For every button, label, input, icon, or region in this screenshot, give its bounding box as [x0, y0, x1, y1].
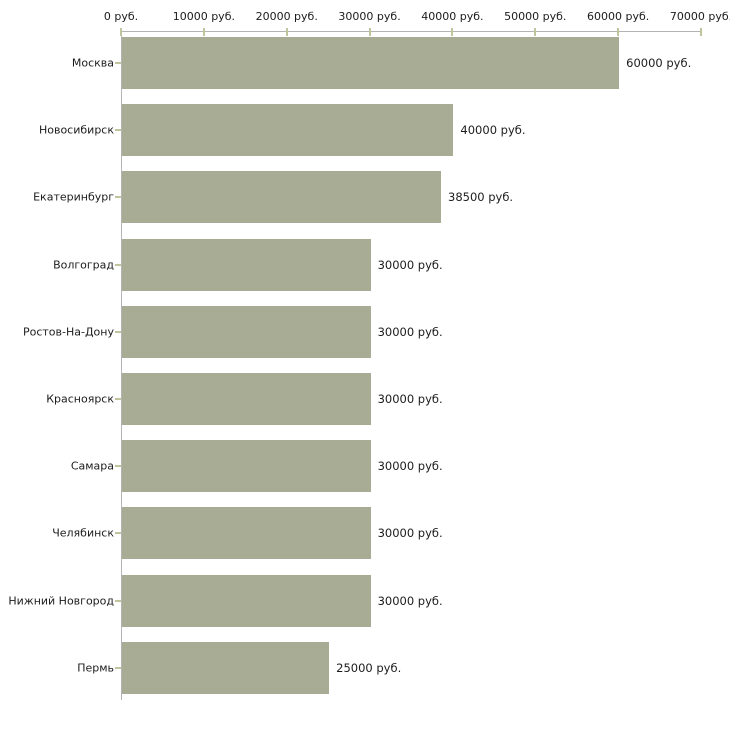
- category-tick-mark: [115, 129, 121, 132]
- bar: [122, 507, 371, 560]
- x-tick-label: 10000 руб.: [172, 10, 235, 23]
- bar: [122, 440, 371, 493]
- x-tick-mark: [700, 28, 702, 36]
- value-label: 25000 руб.: [336, 660, 402, 675]
- value-label: 30000 руб.: [377, 593, 443, 608]
- category-tick-mark: [115, 599, 121, 602]
- x-tick-mark: [451, 28, 454, 36]
- category-label: Москва: [71, 56, 114, 70]
- category-tick-mark: [115, 398, 121, 400]
- category-label: Новосибирск: [38, 123, 114, 137]
- x-tick-mark: [202, 28, 205, 36]
- category-tick-mark: [115, 62, 121, 64]
- x-tick-mark: [534, 28, 537, 36]
- category-label: Волгоград: [53, 258, 114, 272]
- bar: [122, 641, 330, 694]
- value-label: 38500 руб.: [448, 190, 514, 205]
- x-tick-label: 40000 руб.: [421, 10, 484, 23]
- category-tick-mark: [115, 666, 121, 669]
- y-axis-line: [121, 31, 122, 700]
- x-tick-label: 30000 руб.: [338, 10, 401, 23]
- bar: [122, 574, 371, 627]
- category-label: Екатеринбург: [33, 190, 114, 204]
- x-tick-mark: [120, 28, 122, 36]
- value-label: 60000 руб.: [626, 56, 692, 70]
- bar: [122, 373, 371, 425]
- category-label: Самара: [70, 459, 114, 473]
- value-label: 30000 руб.: [377, 324, 443, 339]
- value-label: 30000 руб.: [377, 392, 443, 406]
- category-label: Пермь: [77, 661, 114, 675]
- x-axis-line: [121, 31, 702, 32]
- category-label: Нижний Новгород: [8, 594, 114, 608]
- category-tick-mark: [115, 330, 121, 333]
- category-tick-mark: [115, 465, 121, 468]
- bar: [122, 104, 454, 157]
- x-tick-mark: [617, 28, 620, 36]
- x-tick-label: 20000 руб.: [255, 10, 318, 23]
- x-tick-mark: [368, 28, 371, 36]
- bar: [122, 37, 620, 89]
- value-label: 30000 руб.: [377, 459, 443, 474]
- bar: [122, 171, 441, 224]
- value-label: 30000 руб.: [377, 257, 443, 272]
- value-label: 40000 руб.: [460, 123, 526, 138]
- bar: [122, 305, 371, 358]
- x-tick-mark: [285, 28, 288, 36]
- category-tick-mark: [115, 532, 121, 535]
- category-tick-mark: [115, 263, 121, 266]
- category-tick-mark: [115, 196, 121, 199]
- value-label: 30000 руб.: [377, 526, 443, 541]
- category-label: Красноярск: [46, 392, 114, 406]
- category-label: Челябинск: [52, 526, 114, 540]
- x-tick-label: 50000 руб.: [504, 10, 567, 23]
- x-tick-label: 60000 руб.: [587, 10, 650, 23]
- category-label: Ростов-На-Дону: [22, 325, 114, 339]
- bar: [122, 238, 371, 291]
- x-tick-label: 70000 руб.: [669, 10, 730, 23]
- x-tick-label: 0 руб.: [103, 10, 139, 23]
